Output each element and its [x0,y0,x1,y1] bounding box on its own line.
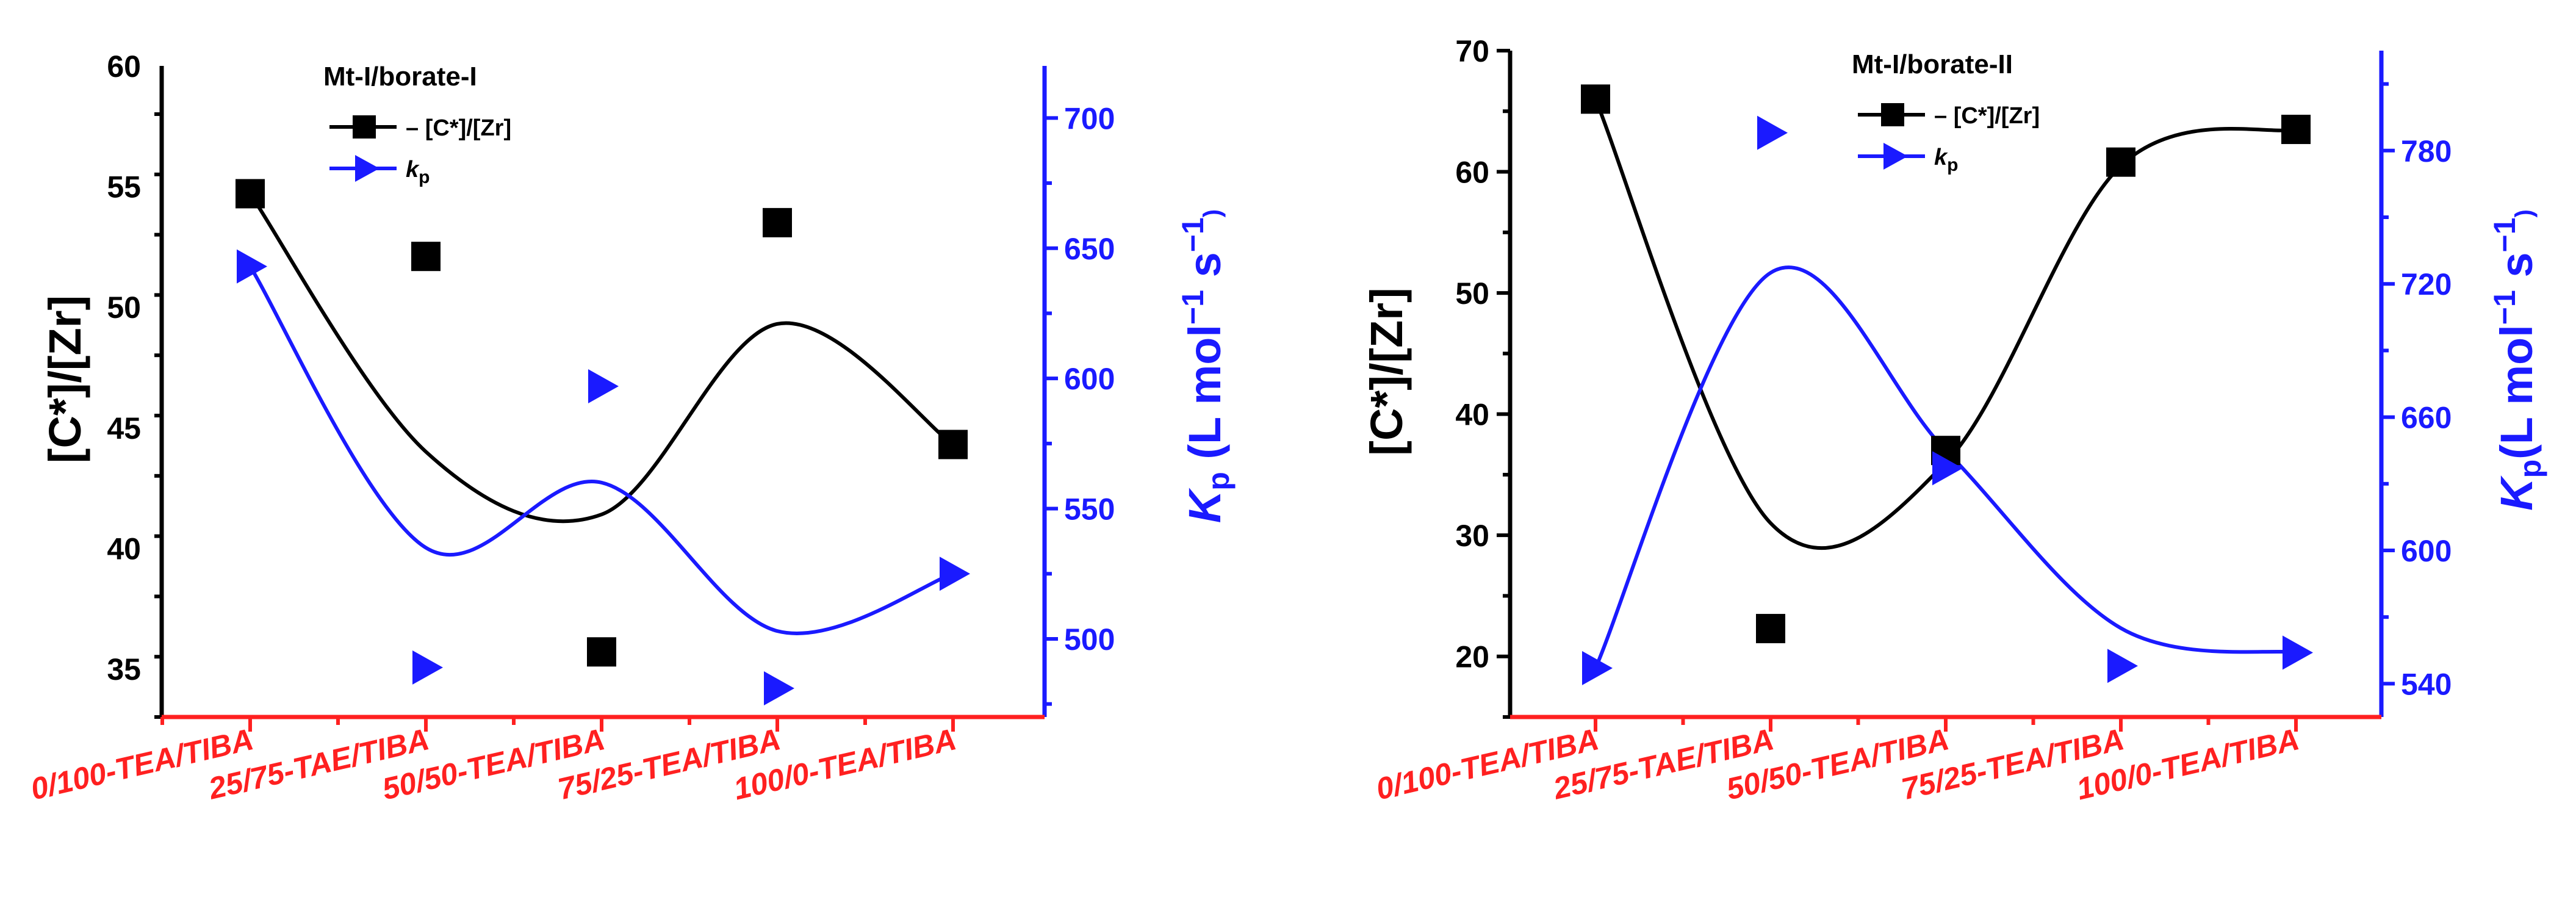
series-1-point [2106,147,2135,177]
legend-title: Mt-I/borate-II [1852,49,2013,79]
legend-label-sub: p [1947,155,1958,175]
legend-label-sub: p [419,167,430,187]
right-tick-label: 650 [1064,232,1115,266]
left-tick-label: 55 [107,170,141,204]
left-tick-label: 40 [107,531,141,566]
series-1-curve [248,192,954,524]
legend-label: kp [406,157,430,187]
legend-label: kp [1934,145,1958,175]
series-1-point [236,179,265,209]
legend-label: – [C*]/[Zr] [1934,103,2040,129]
legend-label-name: [C*]/[Zr] [425,115,511,141]
legend-marker [1881,103,1904,126]
legend-label-name: k [406,157,420,182]
right-axis-title-sup2: −1 [1176,217,1210,252]
series-2-curve [1594,265,2297,669]
right-axis-title-sub: p [2513,459,2547,478]
legend: Mt-I/borate-II– [C*]/[Zr]kp [1852,49,2040,175]
left-tick-label: 60 [107,49,141,84]
left-tick-label: 60 [1455,156,1489,190]
series-1-point [587,637,616,667]
left-tick-label: 20 [1455,640,1489,674]
chart-1: 3540455055605005506006507000/100-TEA/TIB… [27,49,1236,806]
right-axis-title: Kp(L mol−1 s−1) [2488,209,2547,511]
legend-title: Mt-I/borate-I [323,62,477,92]
right-axis-title-sup2: −1 [2488,217,2522,252]
right-axis-title-main: K [2491,475,2542,511]
left-tick-label: 50 [1455,276,1489,311]
series-1-point [411,242,441,272]
left-tick-label: 45 [107,411,141,445]
series-2-point [1757,115,1788,150]
legend-label-name: [C*]/[Zr] [1954,103,2040,129]
right-tick-label: 660 [2401,401,2452,435]
series-1-point [763,207,792,237]
series-1-point [1581,84,1610,114]
right-axis-title-rest: (L mol [2491,325,2542,459]
series-2-point [2283,635,2313,670]
right-axis-title: Kp (L mol−1 s−1) [1176,209,1236,523]
right-tick-label: 780 [2401,134,2452,168]
series-2-point [940,557,970,591]
right-tick-label: 700 [1064,101,1115,135]
right-tick-label: 550 [1064,492,1115,527]
right-axis-title-end: ) [2511,209,2538,217]
series-2-point [1582,650,1613,685]
right-tick-label: 600 [2401,534,2452,568]
legend-label: – [C*]/[Zr] [406,115,511,141]
series-1-point [2281,115,2311,145]
series-2-point [764,671,794,706]
legend-marker [355,155,380,182]
left-tick-label: 50 [107,290,141,325]
right-axis-title-main: K [1179,488,1230,523]
series-2-curve [248,265,954,636]
right-axis-title-sub: p [1201,472,1236,491]
series-2-point [2107,649,2138,683]
left-tick-label: 35 [107,652,141,686]
chart-2: 2030405060705406006607207800/100-TEA/TIB… [1361,34,2547,806]
right-axis-title-sup1: −1 [1176,290,1210,325]
series-2-point [588,369,619,403]
right-axis-title-mid: s [1179,252,1230,290]
right-tick-label: 500 [1064,622,1115,657]
right-axis-title-mid: s [2491,252,2542,290]
series-1-point [1756,614,1785,644]
left-tick-label: 30 [1455,519,1489,553]
legend-marker [353,115,376,139]
legend-marker [1883,143,1908,170]
right-axis-title-sup1: −1 [2488,290,2522,325]
series-2-point [412,650,443,685]
right-tick-label: 540 [2401,667,2452,701]
left-axis-title: [C*]/[Zr] [1361,287,1412,455]
legend-label-prefix: – [1934,103,1954,129]
right-axis-title-end: ) [1199,209,1226,217]
series-1-point [938,430,968,459]
legend: Mt-I/borate-I– [C*]/[Zr]kp [323,62,511,187]
legend-label-name: k [1934,145,1948,170]
series-2-point [1932,451,1963,486]
right-axis-title-rest: (L mol [1179,325,1230,472]
right-tick-label: 720 [2401,267,2452,301]
series-2-point [237,249,267,284]
legend-label-prefix: – [406,115,425,141]
left-axis-title: [C*]/[Zr] [40,295,90,463]
left-tick-label: 40 [1455,398,1489,432]
right-tick-label: 600 [1064,362,1115,396]
left-tick-label: 70 [1455,34,1489,68]
